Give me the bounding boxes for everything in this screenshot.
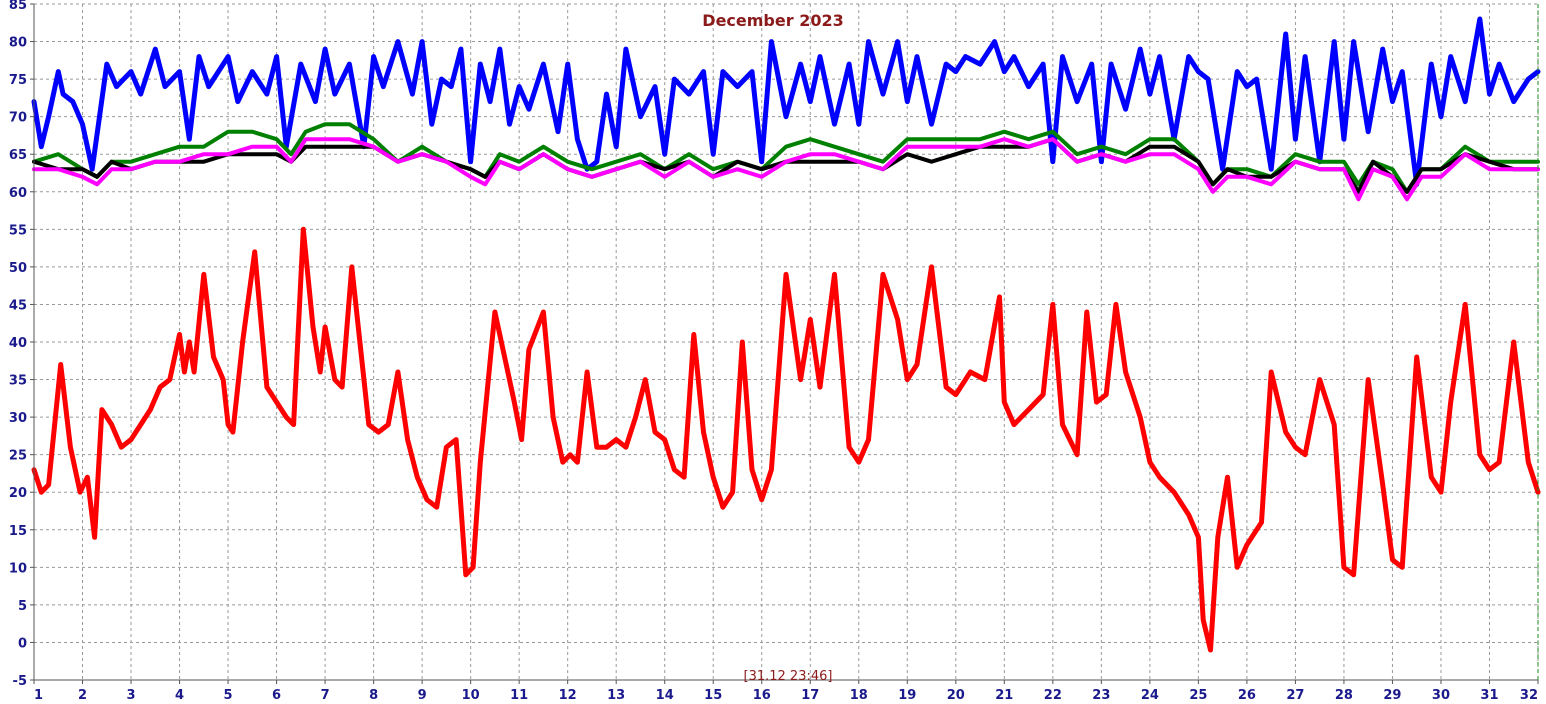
y-tick-label: 15 [9, 524, 27, 539]
grid [33, 3, 1539, 681]
y-tick-label: 70 [9, 111, 27, 126]
y-tick-label: 30 [9, 411, 27, 426]
x-tick-label: 4 [175, 688, 184, 703]
x-tick-label: 14 [656, 688, 674, 703]
y-tick-label: 50 [9, 261, 27, 276]
y-tick-label: 40 [9, 336, 27, 351]
x-tick-label: 27 [1286, 688, 1304, 703]
series-line-3 [32, 137, 1540, 202]
y-tick-label: 65 [9, 148, 27, 163]
y-tick-label: 85 [9, 0, 27, 13]
x-tick-label: 7 [321, 688, 330, 703]
x-tick-label: 17 [801, 688, 819, 703]
y-tick-label: 35 [9, 374, 27, 389]
y-tick-label: 0 [18, 636, 27, 651]
y-tick-label: 55 [9, 223, 27, 238]
y-tick-label: 5 [18, 599, 27, 614]
y-tick-label: 25 [9, 449, 27, 464]
series-line-0 [31, 16, 1541, 187]
x-tick-label: 24 [1141, 688, 1159, 703]
x-tick-label: 22 [1044, 688, 1062, 703]
x-tick-label: 26 [1238, 688, 1256, 703]
x-tick-label: 16 [753, 688, 771, 703]
x-tick-label: 6 [272, 688, 281, 703]
y-tick-label: 45 [9, 298, 27, 313]
series-layer [31, 16, 1541, 653]
x-tick-label: 23 [1092, 688, 1110, 703]
x-tick-label: 30 [1432, 688, 1450, 703]
x-tick-label: 15 [704, 688, 722, 703]
y-tick-label: 10 [9, 561, 27, 576]
x-tick-label: 5 [224, 688, 233, 703]
y-axis-ticks: -5 0 5 10 15 20 25 30 35 40 45 50 55 60 65 70 75 80 85 [9, 0, 34, 689]
x-axis-ticks: 1 2 3 4 5 6 7 8 9 10 11 12 13 14 15 16 17 18 19 20 21 22 23 24 2… [33, 680, 1539, 703]
x-tick-label: 21 [995, 688, 1013, 703]
y-tick-label: 75 [9, 73, 27, 88]
series-line-4 [31, 226, 1541, 653]
y-tick-label: 60 [9, 186, 27, 201]
y-tick-label: 20 [9, 486, 27, 501]
x-tick-label: 12 [559, 688, 577, 703]
x-tick-label: 8 [369, 688, 378, 703]
chart-title: December 2023 [702, 11, 843, 30]
x-tick-label: 1 [34, 688, 43, 703]
x-tick-label: 2 [78, 688, 87, 703]
x-tick-label: 9 [418, 688, 427, 703]
x-tick-label: 32 [1520, 688, 1538, 703]
x-tick-label: 29 [1383, 688, 1401, 703]
x-tick-label: 10 [462, 688, 480, 703]
x-tick-label: 19 [898, 688, 916, 703]
x-tick-label: 11 [510, 688, 528, 703]
y-tick-label: -5 [13, 674, 27, 689]
series-line-1 [32, 122, 1540, 194]
x-tick-label: 31 [1480, 688, 1498, 703]
x-tick-label: 20 [947, 688, 965, 703]
x-tick-label: 25 [1189, 688, 1207, 703]
x-tick-label: 3 [127, 688, 136, 703]
x-tick-label: 13 [607, 688, 625, 703]
x-tick-label: 28 [1335, 688, 1353, 703]
y-tick-label: 80 [9, 36, 27, 51]
timestamp-annotation: [31.12 23:46] [744, 669, 833, 684]
x-tick-label: 18 [850, 688, 868, 703]
